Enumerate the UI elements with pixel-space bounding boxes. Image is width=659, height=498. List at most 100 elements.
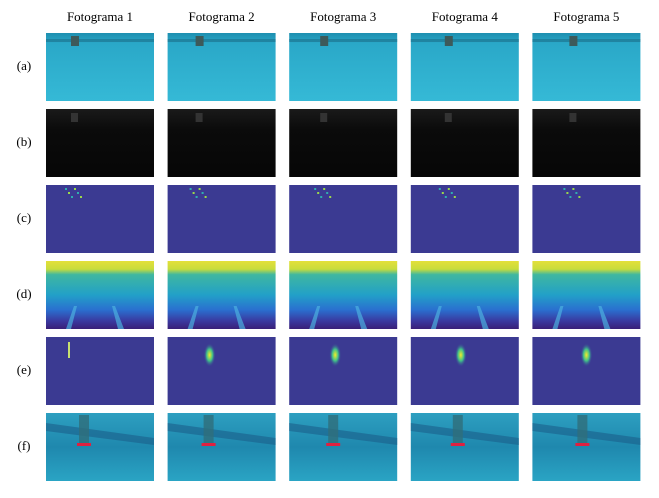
lane-shadow xyxy=(355,306,368,329)
frame-image xyxy=(410,109,519,177)
speck xyxy=(320,196,323,198)
frame-image xyxy=(167,185,276,253)
frame-image xyxy=(46,185,154,253)
frame-image xyxy=(532,337,641,405)
marker xyxy=(326,443,341,446)
speck xyxy=(450,192,453,194)
column-header: Fotograma 4 xyxy=(432,9,499,24)
row-label: (b) xyxy=(16,134,31,149)
frame-image xyxy=(410,33,519,101)
image-background xyxy=(532,33,641,101)
marker xyxy=(450,443,465,446)
frame-image xyxy=(532,109,641,177)
detection-blob xyxy=(454,343,467,367)
swimmer xyxy=(320,36,329,46)
speck xyxy=(68,192,70,194)
swimmer xyxy=(569,36,578,46)
speck xyxy=(329,196,332,198)
image-background xyxy=(167,33,276,101)
frame-image xyxy=(46,261,154,329)
speck xyxy=(192,192,195,194)
speck xyxy=(569,196,572,198)
image-background xyxy=(410,185,519,253)
lane-shadow xyxy=(309,306,321,329)
swimmer xyxy=(195,113,203,122)
image-background xyxy=(532,109,641,177)
image-background xyxy=(289,33,398,101)
swimmer xyxy=(71,36,79,46)
row-label: (f) xyxy=(18,438,31,453)
shadow-band xyxy=(289,423,398,445)
image-background xyxy=(167,413,276,481)
swimmer xyxy=(79,415,89,445)
speck xyxy=(575,192,578,194)
image-background xyxy=(289,337,398,405)
lane-shadow xyxy=(430,306,442,329)
frame-image xyxy=(167,261,276,329)
frame-image xyxy=(289,185,398,253)
frame-image xyxy=(532,413,641,481)
speck xyxy=(77,192,79,194)
shadow-band xyxy=(167,423,276,445)
image-background xyxy=(46,109,154,177)
detection-blob xyxy=(580,343,593,367)
shadow-band xyxy=(46,423,154,445)
image-background xyxy=(46,33,154,101)
speck xyxy=(198,188,201,190)
image-background xyxy=(410,413,519,481)
frame-image xyxy=(46,337,154,405)
frame-image xyxy=(167,337,276,405)
speck xyxy=(317,192,320,194)
image-background xyxy=(289,185,398,253)
image-background xyxy=(532,261,641,329)
speck xyxy=(447,188,450,190)
swimmer xyxy=(195,36,204,46)
image-background xyxy=(167,337,276,405)
swimmer xyxy=(444,36,453,46)
speck xyxy=(189,188,192,190)
image-background xyxy=(46,261,154,329)
frame-image xyxy=(289,413,398,481)
lane-shadow xyxy=(598,306,611,329)
marker xyxy=(575,443,590,446)
frame-image xyxy=(289,337,398,405)
frame-image xyxy=(532,33,641,101)
lane-shadow xyxy=(66,306,77,329)
speck xyxy=(438,188,441,190)
swimmer xyxy=(569,113,577,122)
lane-shadow xyxy=(233,306,246,329)
swimmer xyxy=(320,113,328,122)
image-background xyxy=(410,261,519,329)
image-background xyxy=(167,109,276,177)
row-label: (d) xyxy=(16,286,31,301)
speck xyxy=(323,188,326,190)
swimmer xyxy=(444,113,452,122)
frame-image xyxy=(410,185,519,253)
frame-image xyxy=(167,33,276,101)
row-label: (a) xyxy=(17,58,31,73)
image-background xyxy=(532,185,641,253)
frame-image xyxy=(532,261,641,329)
frame-image xyxy=(410,337,519,405)
lane-shadow xyxy=(187,306,199,329)
frame-image xyxy=(289,33,398,101)
image-background xyxy=(46,413,154,481)
lane-line xyxy=(167,39,276,42)
lane-shadow xyxy=(552,306,564,329)
image-background xyxy=(167,261,276,329)
image-background xyxy=(46,185,154,253)
frame-image xyxy=(410,413,519,481)
swimmer xyxy=(203,415,214,445)
speck xyxy=(74,188,76,190)
speck xyxy=(201,192,204,194)
lane-line xyxy=(532,39,641,42)
image-background xyxy=(289,109,398,177)
speck xyxy=(444,196,447,198)
swimmer xyxy=(452,415,463,445)
column-header: Fotograma 1 xyxy=(67,9,133,24)
frame-image xyxy=(46,33,154,101)
lane-line xyxy=(410,39,519,42)
lane-line xyxy=(289,39,398,42)
